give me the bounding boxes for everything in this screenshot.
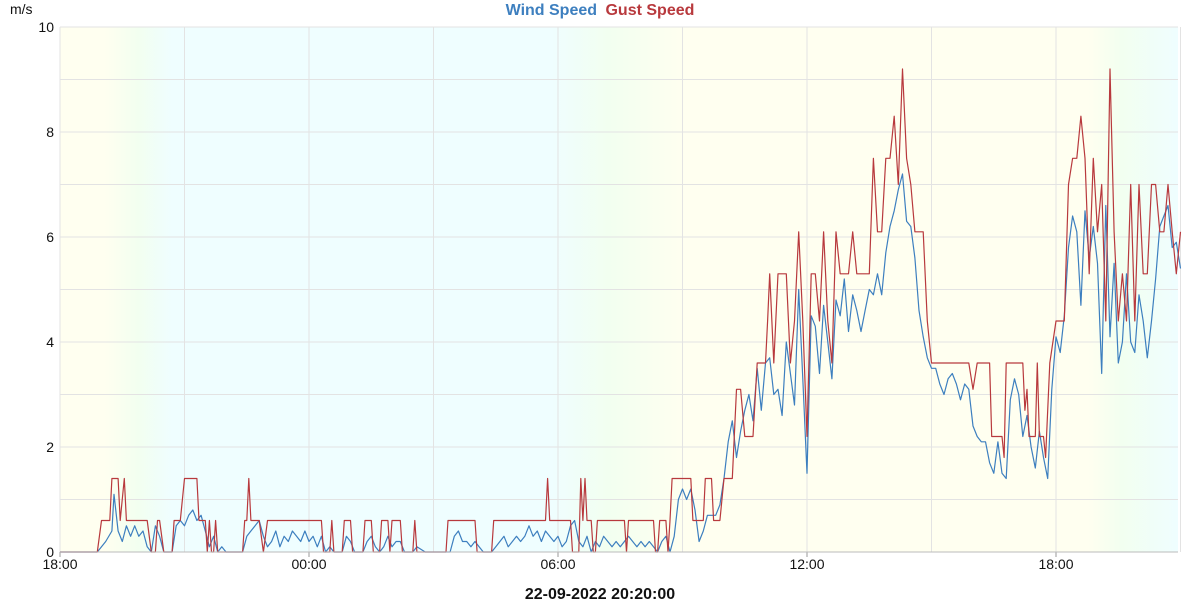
chart-title: Wind Speed Gust Speed [506,2,695,19]
x-tick-label: 18:00 [42,556,77,572]
series-group [60,68,1182,553]
x-tick-label: 12:00 [789,556,824,572]
y-tick-label: 8 [46,124,54,140]
timestamp-footer: 22-09-2022 20:20:00 [525,586,675,600]
x-tick-label: 06:00 [540,556,575,572]
y-tick-label: 10 [38,19,54,35]
x-tick-label: 00:00 [291,556,326,572]
title-wind-speed: Wind Speed [506,2,597,19]
y-tick-label: 0 [46,544,54,560]
x-tick-label: 18:00 [1038,556,1073,572]
y-unit-label: m/s [10,1,33,17]
y-tick-label: 4 [46,334,54,350]
grid [59,26,1181,553]
axes: 0 2 4 6 8 10 18:00 00:00 06:00 12:00 18:00 [38,19,1178,572]
gust-speed-line [60,68,1182,553]
y-tick-label: 6 [46,229,54,245]
y-tick-label: 2 [46,439,54,455]
title-gust-speed: Gust Speed [605,2,694,19]
